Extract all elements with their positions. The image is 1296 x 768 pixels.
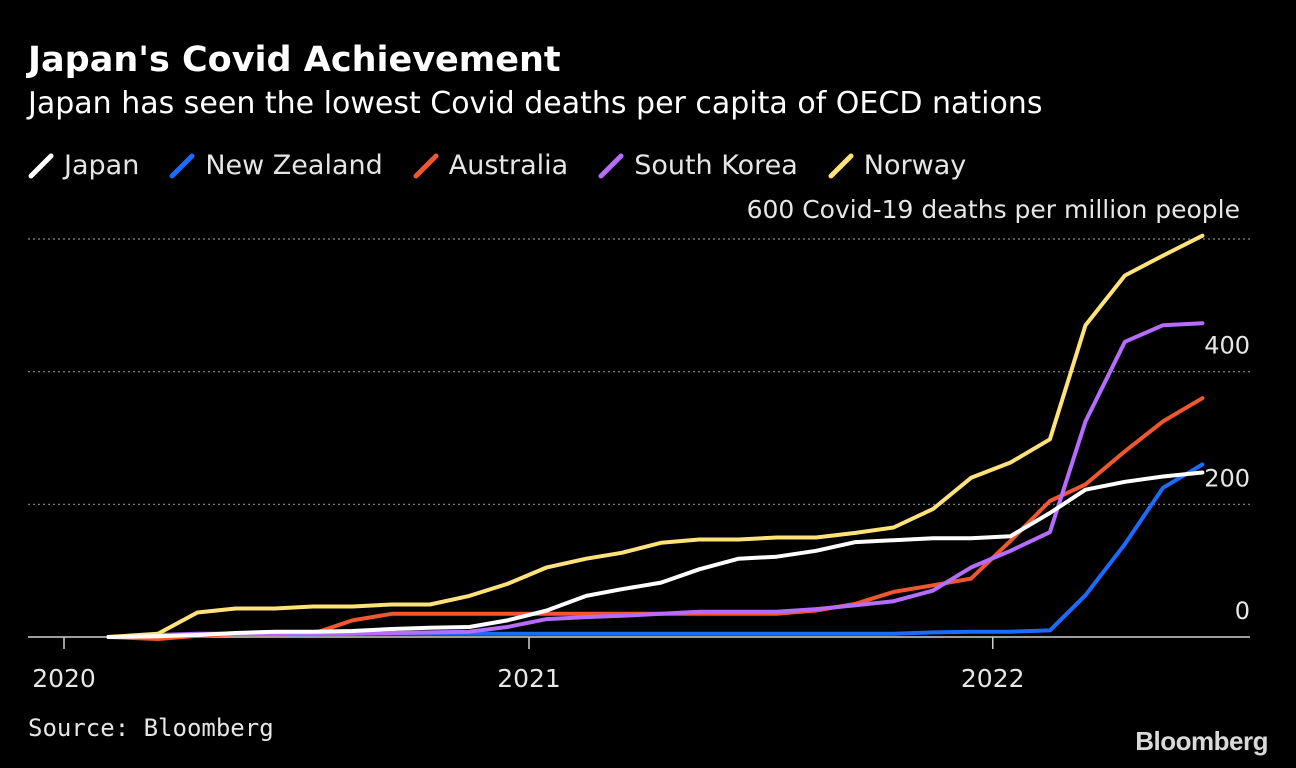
y-tick-label: 400 bbox=[1204, 332, 1250, 360]
legend-label: New Zealand bbox=[205, 150, 383, 181]
y-tick-label: 200 bbox=[1204, 464, 1250, 492]
legend-label: South Korea bbox=[634, 150, 798, 181]
legend-swatch bbox=[28, 153, 54, 178]
series-line-south-korea bbox=[106, 321, 1205, 639]
legend-swatch bbox=[413, 153, 439, 178]
legend-label: Australia bbox=[448, 150, 569, 181]
legend-item-south-korea: South Korea bbox=[598, 150, 798, 181]
y-axis-title: 600 Covid-19 deaths per million people bbox=[747, 195, 1240, 224]
legend-swatch bbox=[828, 153, 854, 178]
legend-item-new-zealand: New Zealand bbox=[169, 150, 383, 181]
bloomberg-logo: Bloomberg bbox=[1135, 726, 1268, 756]
legend-label: Norway bbox=[863, 150, 967, 181]
chart-title: Japan's Covid Achievement bbox=[28, 40, 561, 80]
legend-item-norway: Norway bbox=[828, 150, 966, 181]
source-note: Source: Bloomberg bbox=[28, 714, 274, 742]
series-line-japan bbox=[106, 470, 1205, 639]
legend-item-australia: Australia bbox=[413, 150, 568, 181]
legend-swatch bbox=[169, 153, 195, 178]
x-tick-label: 2021 bbox=[497, 664, 561, 693]
line-chart: 400 200 0 600 Covid-19 deaths per million p… bbox=[28, 195, 1250, 693]
y-tick-label: 0 bbox=[1235, 597, 1250, 625]
legend-swatch bbox=[598, 153, 624, 178]
legend: Japan New Zealand Australia South Korea Norw… bbox=[28, 150, 996, 181]
x-tick-label: 2022 bbox=[961, 664, 1025, 693]
chart-subtitle: Japan has seen the lowest Covid deaths p… bbox=[28, 86, 1043, 121]
legend-label: Japan bbox=[64, 150, 140, 181]
series-line-new-zealand bbox=[106, 462, 1205, 639]
legend-item-japan: Japan bbox=[28, 150, 139, 181]
x-tick-label: 2020 bbox=[32, 664, 96, 693]
series-line-norway bbox=[106, 233, 1205, 639]
